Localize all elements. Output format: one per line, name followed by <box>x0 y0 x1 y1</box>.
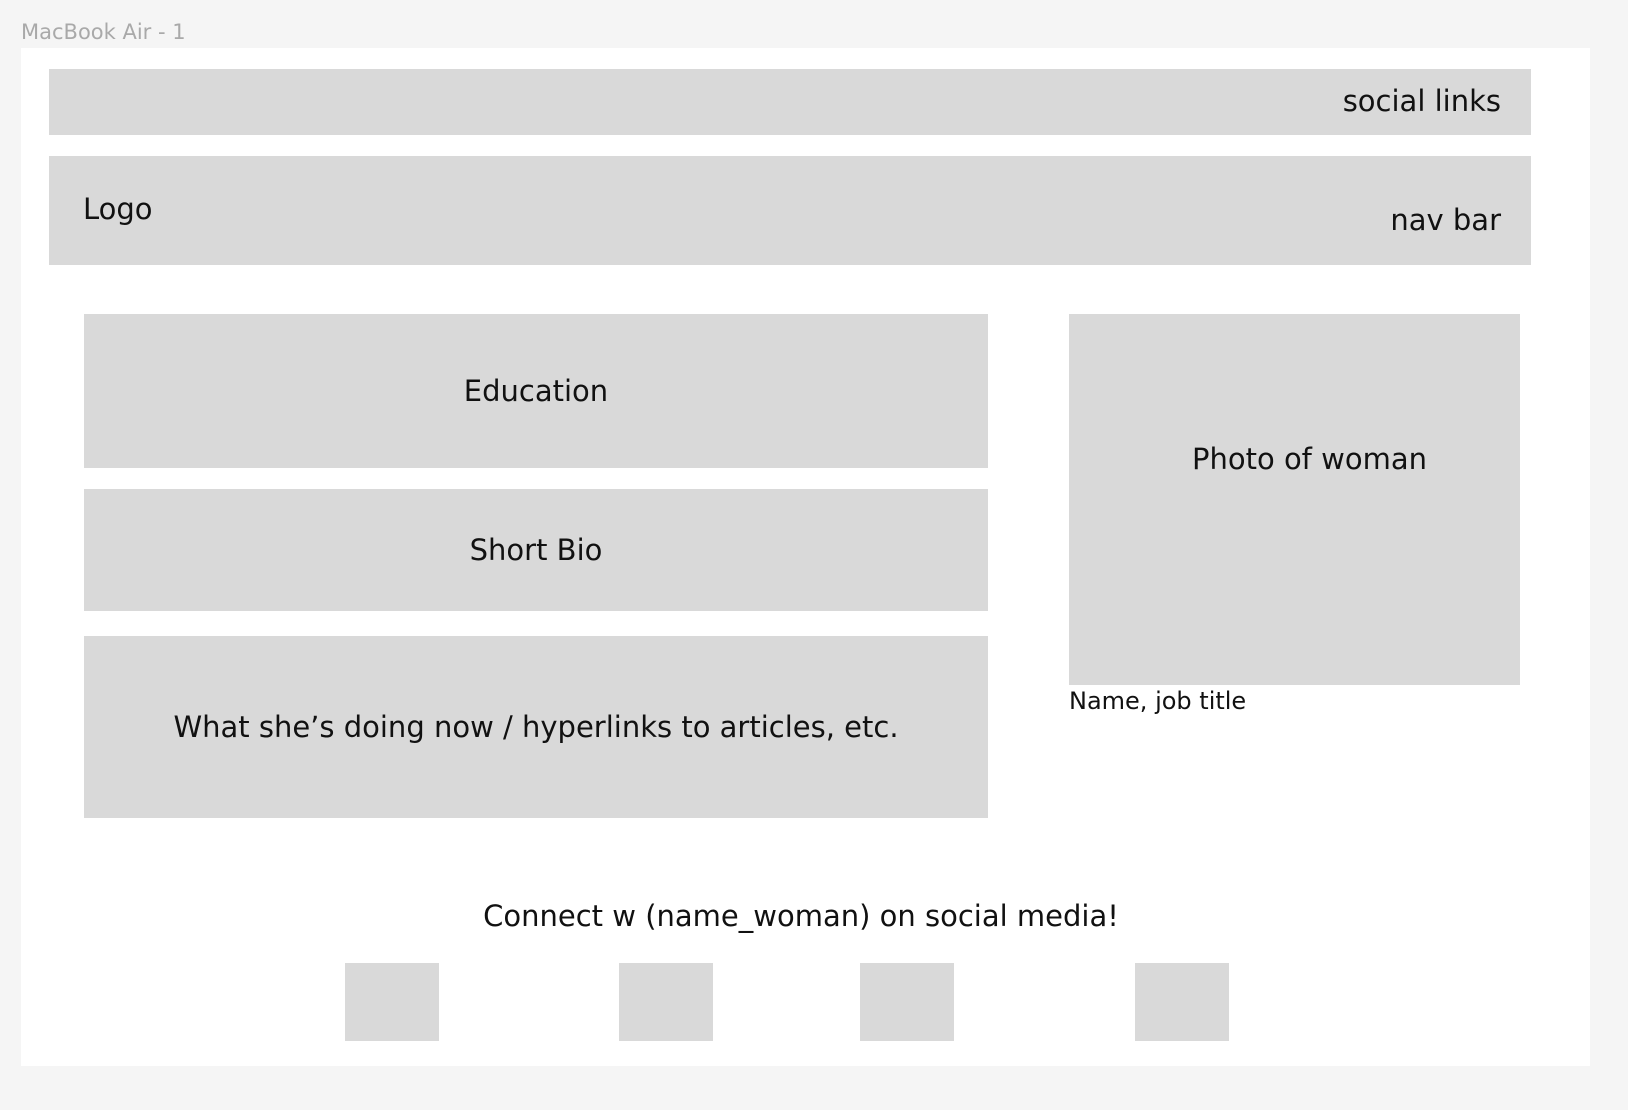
short-bio-section: Short Bio <box>84 489 988 611</box>
photo-label: Photo of woman <box>1192 442 1427 476</box>
social-links-bar[interactable]: social links <box>49 69 1531 135</box>
frame-label: MacBook Air - 1 <box>21 20 186 44</box>
current-work-label: What she’s doing now / hyperlinks to art… <box>173 710 899 744</box>
photo-placeholder: Photo of woman <box>1069 314 1520 685</box>
connect-heading: Connect w (name_woman) on social media! <box>483 899 1119 933</box>
social-icon-3[interactable] <box>860 963 954 1041</box>
current-work-section[interactable]: What she’s doing now / hyperlinks to art… <box>84 636 988 818</box>
photo-caption: Name, job title <box>1069 687 1247 715</box>
social-icon-2[interactable] <box>619 963 713 1041</box>
social-links-label: social links <box>1342 84 1501 118</box>
macbook-air-frame: social links Logo nav bar Education Shor… <box>21 48 1590 1066</box>
education-section: Education <box>84 314 988 468</box>
nav-bar[interactable]: nav bar <box>1390 203 1501 237</box>
education-label: Education <box>463 374 609 408</box>
social-icon-1[interactable] <box>345 963 439 1041</box>
logo[interactable]: Logo <box>83 192 153 226</box>
header-nav: Logo nav bar <box>49 156 1531 265</box>
short-bio-label: Short Bio <box>469 533 603 567</box>
social-icon-4[interactable] <box>1135 963 1229 1041</box>
